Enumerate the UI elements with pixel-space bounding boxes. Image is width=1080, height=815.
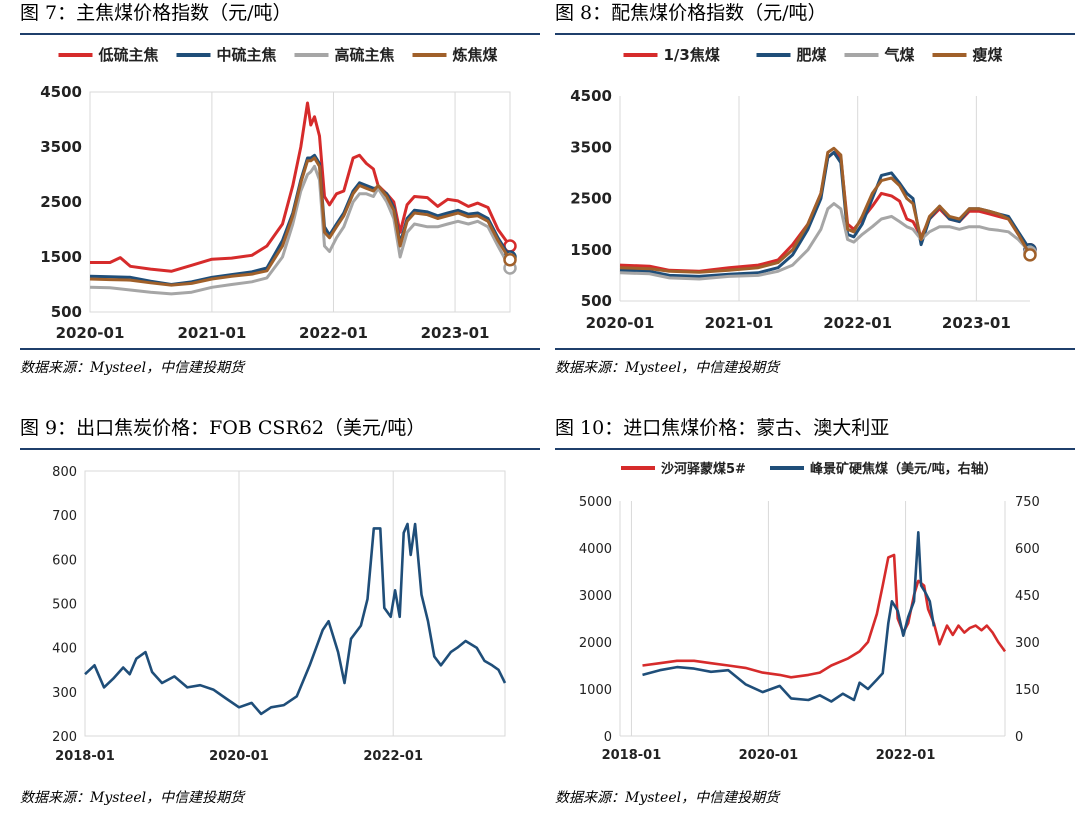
y-tick-label: 4500	[570, 87, 612, 105]
x-tick-label: 2020-01	[739, 748, 799, 763]
legend-label: 1/3焦煤	[664, 46, 720, 64]
y-tick-label: 600	[52, 553, 77, 568]
series-line	[642, 531, 936, 703]
chart-source: 数据来源：Mysteel，中信建投期货	[20, 790, 245, 806]
chart-title: 图 9：出口焦炭价格：FOB CSR62（美元/吨）	[20, 417, 426, 439]
legend-label: 气煤	[884, 46, 915, 64]
y-tick-label: 5000	[579, 495, 612, 510]
series-line	[619, 146, 1032, 274]
y-tick-label: 300	[52, 686, 77, 701]
chart-panel-4: 图 10：进口焦煤价格：蒙古、澳大利亚 0 1000 2000 3000 4000 500…	[555, 415, 1075, 815]
y-tick-label: 2500	[40, 193, 82, 211]
source-rule	[555, 348, 1075, 350]
chart-panel-2: 图 8：配焦煤价格指数（元/吨） 500 1500 2500 3500 4500 2020…	[555, 0, 1075, 400]
y-tick-label-right: 300	[1015, 636, 1040, 651]
legend-label: 峰景矿硬焦煤（美元/吨，右轴）	[810, 461, 997, 477]
y-tick-label: 800	[52, 465, 77, 480]
legend-label: 炼焦煤	[453, 46, 498, 64]
y-tick-label: 500	[581, 292, 612, 310]
series-line	[89, 153, 512, 286]
x-tick-label: 2018-01	[602, 748, 662, 763]
series-line	[84, 522, 507, 716]
title-rule	[20, 33, 540, 35]
legend-label: 瘦煤	[973, 46, 1003, 64]
series-end-marker	[1023, 248, 1037, 262]
title-rule	[555, 448, 1075, 450]
chart-panel-3: 图 9：出口焦炭价格：FOB CSR62（美元/吨） 200 300 400 500 6…	[20, 415, 540, 815]
x-tick-label: 2022-01	[299, 324, 368, 342]
series-line	[642, 553, 1007, 679]
legend-label: 中硫主焦	[217, 46, 277, 64]
series-line	[89, 156, 512, 287]
x-tick-label: 2018-01	[55, 749, 115, 764]
series-line	[90, 101, 512, 273]
y-tick-label: 4000	[579, 542, 612, 557]
x-tick-label: 2022-01	[823, 314, 892, 332]
legend-label: 沙河驿蒙煤5#	[661, 461, 746, 477]
x-tick-label: 2023-01	[942, 314, 1011, 332]
y-tick-label: 1000	[579, 683, 612, 698]
y-tick-label: 3000	[579, 589, 612, 604]
chart-panel-1: 图 7：主焦煤价格指数（元/吨） 500 1500 2500 3500 4500 2020…	[20, 0, 540, 400]
y-tick-label: 500	[51, 303, 82, 321]
y-tick-label-right: 600	[1015, 542, 1040, 557]
line-chart: 0 1000 2000 3000 4000 5000 0 150 300 450 600 750 201…	[579, 461, 1040, 763]
title-rule	[555, 33, 1075, 35]
x-tick-label: 2020-01	[209, 749, 269, 764]
series-line	[619, 150, 1032, 273]
legend-label: 低硫主焦	[98, 46, 159, 64]
y-tick-label: 3500	[40, 138, 82, 156]
line-chart: 500 1500 2500 3500 4500 2020-01 2021-01 2022-01…	[40, 46, 517, 342]
source-rule	[20, 348, 540, 350]
x-tick-label: 2020-01	[586, 314, 655, 332]
line-chart: 500 1500 2500 3500 4500 2020-01 2021-01 2022-01…	[570, 46, 1037, 332]
y-tick-label: 700	[52, 509, 77, 524]
y-tick-label: 0	[604, 730, 612, 745]
x-tick-label: 2022-01	[876, 748, 936, 763]
chart-title: 图 7：主焦煤价格指数（元/吨）	[20, 2, 292, 24]
y-tick-label-right: 750	[1015, 495, 1040, 510]
legend-label: 高硫主焦	[335, 46, 395, 64]
y-tick-label-right: 0	[1015, 730, 1023, 745]
plot-frame	[89, 91, 511, 313]
legend-label: 肥煤	[797, 46, 827, 64]
y-tick-label-right: 150	[1015, 683, 1040, 698]
y-tick-label: 3500	[570, 138, 612, 156]
x-tick-label: 2021-01	[177, 324, 246, 342]
y-tick-label: 2000	[579, 636, 612, 651]
x-tick-label: 2021-01	[705, 314, 774, 332]
title-rule	[20, 448, 540, 450]
y-tick-label-right: 450	[1015, 589, 1040, 604]
x-tick-label: 2023-01	[421, 324, 490, 342]
y-tick-label: 2500	[570, 190, 612, 208]
chart-source: 数据来源：Mysteel，中信建投期货	[555, 790, 780, 806]
y-tick-label: 400	[52, 642, 77, 657]
series-end-marker	[503, 253, 517, 267]
chart-title: 图 10：进口焦煤价格：蒙古、澳大利亚	[555, 417, 890, 439]
chart-source: 数据来源：Mysteel，中信建投期货	[555, 360, 780, 376]
chart-title: 图 8：配焦煤价格指数（元/吨）	[555, 2, 827, 24]
y-tick-label: 1500	[570, 241, 612, 259]
series-line	[619, 202, 1032, 281]
y-tick-label: 4500	[40, 83, 82, 101]
plot-frame	[84, 470, 506, 737]
chart-source: 数据来源：Mysteel，中信建投期货	[20, 360, 245, 376]
x-tick-label: 2020-01	[56, 324, 125, 342]
y-tick-label: 200	[52, 730, 77, 745]
y-tick-label: 1500	[40, 248, 82, 266]
line-chart: 200 300 400 500 600 700 800 2018-01 2020-01 2022-…	[52, 465, 507, 764]
x-tick-label: 2022-01	[363, 749, 423, 764]
series-line	[89, 164, 512, 296]
y-tick-label: 500	[52, 598, 77, 613]
